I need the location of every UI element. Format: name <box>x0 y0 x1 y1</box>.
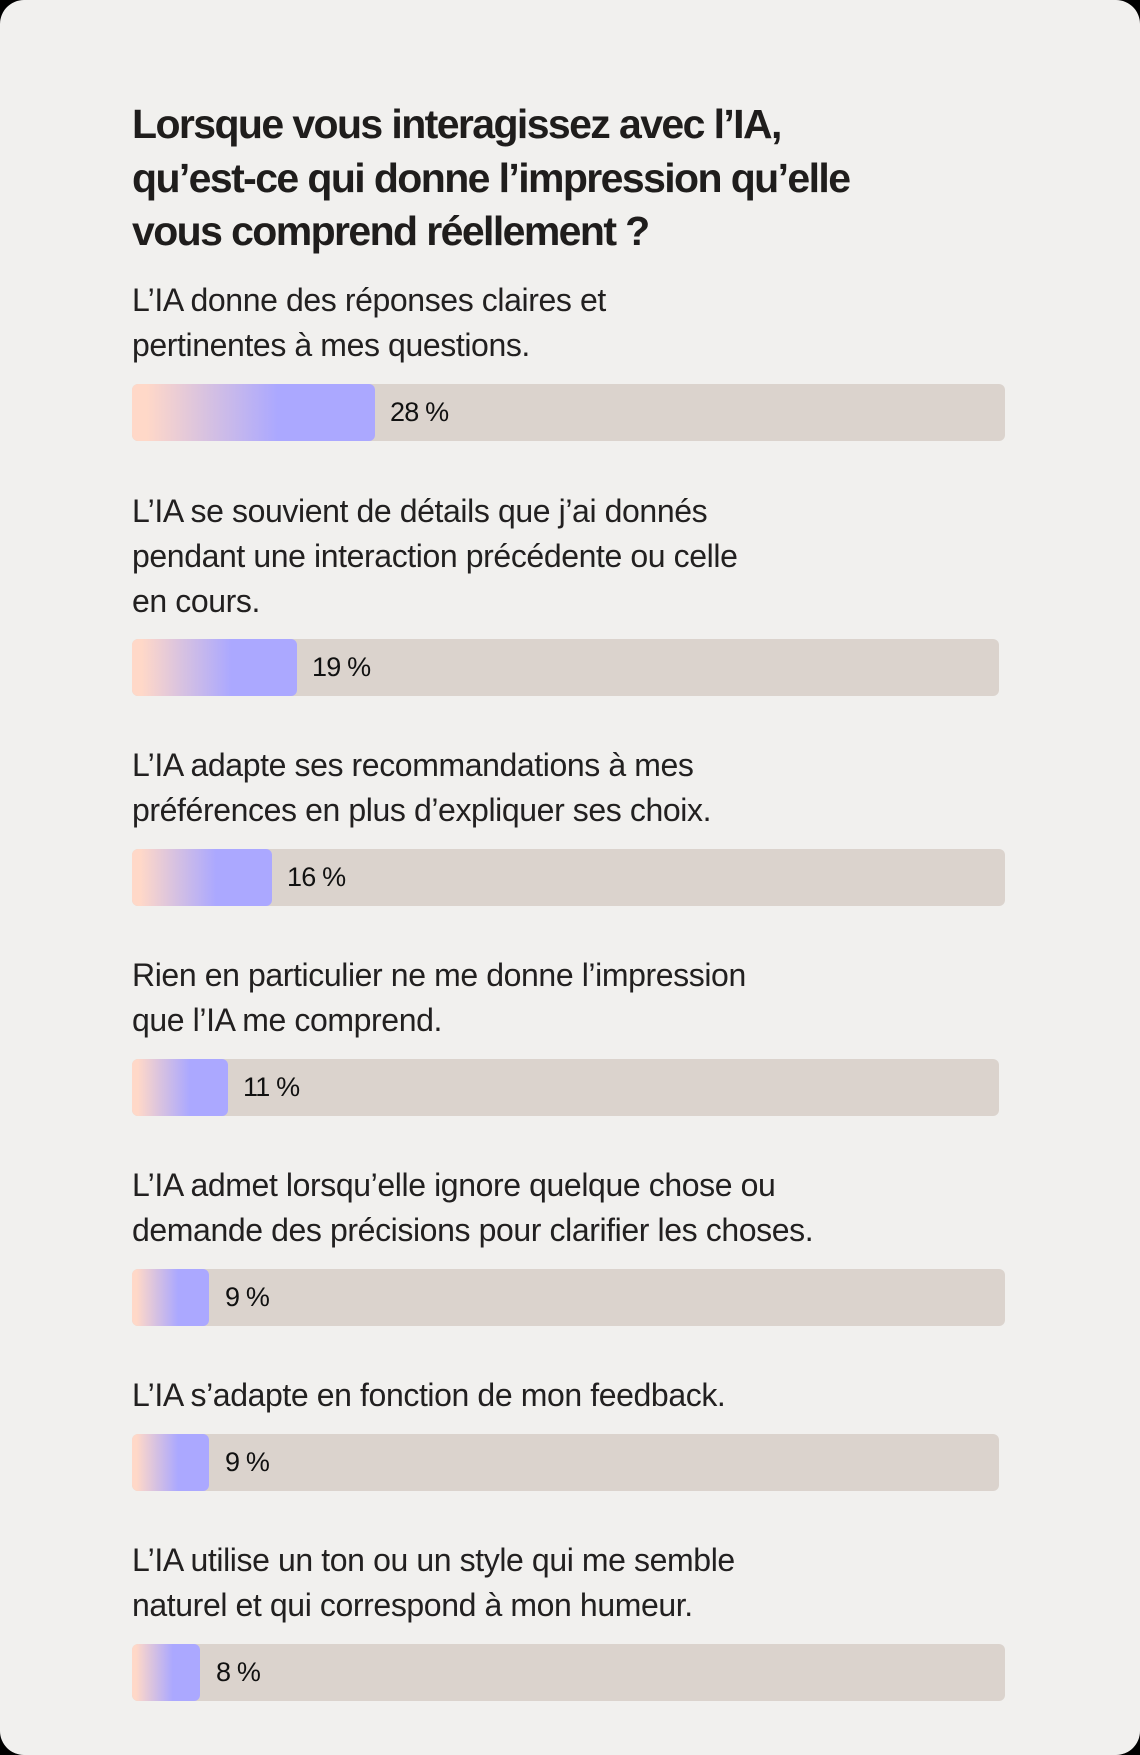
bar-value: 19 % <box>312 652 371 682</box>
label-line: pendant une interaction précédente ou ce… <box>132 538 738 574</box>
bar-track: 11 % <box>132 1059 999 1116</box>
bar-fill <box>132 1269 209 1326</box>
bar-value: 9 % <box>225 1282 270 1312</box>
label-line: L’IA adapte ses recommandations à mes <box>132 747 694 783</box>
bar-value: 8 % <box>216 1657 261 1687</box>
bar-track: 28 % <box>132 384 1005 441</box>
label-line: que l’IA me comprend. <box>132 1002 442 1038</box>
label-line: L’IA s’adapte en fonction de mon feedbac… <box>132 1377 726 1413</box>
item-label: L’IA admet lorsqu’elle ignore quelque ch… <box>132 1163 814 1253</box>
bar-value: 11 % <box>243 1072 300 1102</box>
item-label: L’IA s’adapte en fonction de mon feedbac… <box>132 1373 726 1418</box>
label-line: préférences en plus d’expliquer ses choi… <box>132 792 712 828</box>
bar-fill <box>132 1644 200 1701</box>
item-label: L’IA se souvient de détails que j’ai don… <box>132 489 738 624</box>
bar-fill <box>132 1434 209 1491</box>
bar-fill <box>132 1059 228 1116</box>
bar-value: 9 % <box>225 1447 270 1477</box>
label-line: naturel et qui correspond à mon humeur. <box>132 1587 693 1623</box>
item-label: L’IA donne des réponses claires et perti… <box>132 278 606 368</box>
label-line: Rien en particulier ne me donne l’impres… <box>132 957 746 993</box>
chart-title: Lorsque vous interagissez avec l’IA, qu’… <box>132 98 851 259</box>
label-line: L’IA admet lorsqu’elle ignore quelque ch… <box>132 1167 776 1203</box>
bar-fill <box>132 639 297 696</box>
bar-fill <box>132 384 375 441</box>
label-line: L’IA se souvient de détails que j’ai don… <box>132 493 708 529</box>
bar-track: 8 % <box>132 1644 1005 1701</box>
bar-fill <box>132 849 272 906</box>
label-line: pertinentes à mes questions. <box>132 327 530 363</box>
bar-track: 9 % <box>132 1434 999 1491</box>
bar-value: 28 % <box>390 397 449 427</box>
bar-value: 16 % <box>287 862 346 892</box>
bar-track: 19 % <box>132 639 999 696</box>
item-label: L’IA adapte ses recommandations à mes pr… <box>132 743 711 833</box>
title-line: Lorsque vous interagissez avec l’IA, <box>132 101 782 147</box>
item-label: L’IA utilise un ton ou un style qui me s… <box>132 1538 735 1628</box>
label-line: en cours. <box>132 583 261 619</box>
label-line: L’IA utilise un ton ou un style qui me s… <box>132 1542 735 1578</box>
item-label: Rien en particulier ne me donne l’impres… <box>132 953 746 1043</box>
bar-track: 9 % <box>132 1269 1005 1326</box>
bar-track: 16 % <box>132 849 1005 906</box>
label-line: L’IA donne des réponses claires et <box>132 282 606 318</box>
title-line: qu’est-ce qui donne l’impression qu’elle <box>132 154 851 201</box>
title-line: vous comprend réellement ? <box>132 208 650 254</box>
label-line: demande des précisions pour clarifier le… <box>132 1212 814 1248</box>
